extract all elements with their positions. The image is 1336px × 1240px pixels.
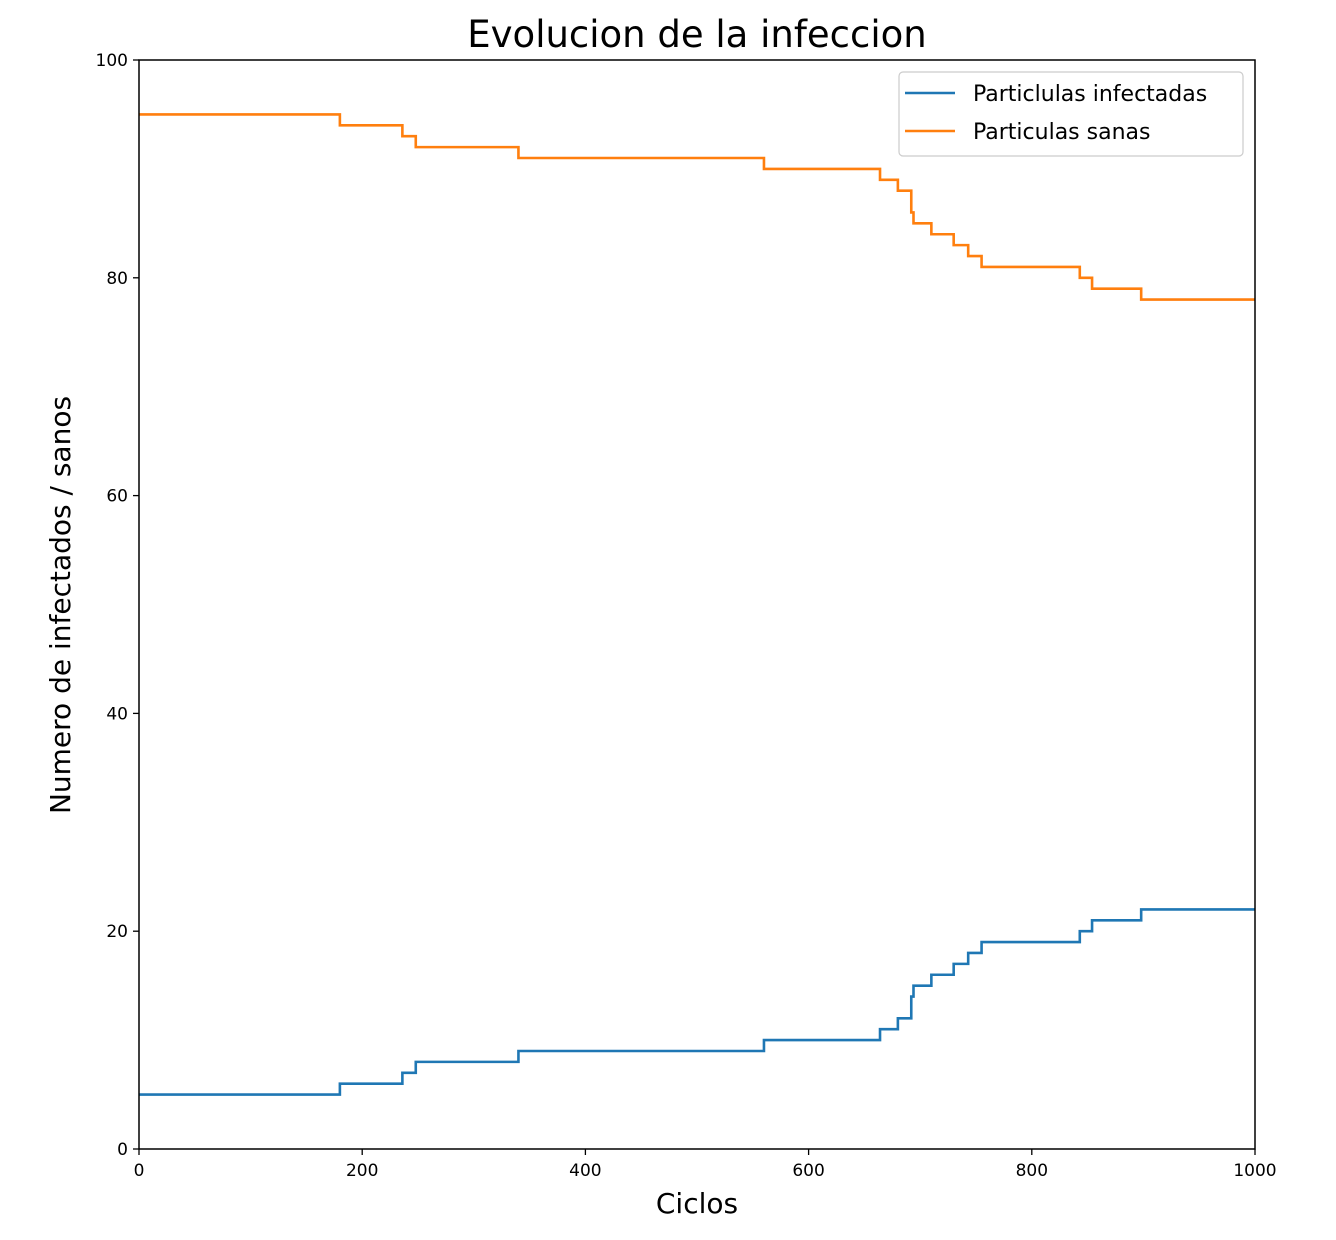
plot-series: [139, 113, 1255, 1096]
chart-title: Evolucion de la infeccion: [467, 13, 926, 56]
x-tick-label: 0: [134, 1161, 145, 1181]
legend-label-2: Particulas sanas: [973, 120, 1150, 145]
x-tick-label: 600: [792, 1161, 824, 1181]
x-tick-label: 800: [1016, 1161, 1048, 1181]
x-tick-label: 400: [569, 1161, 601, 1181]
y-tick-label: 20: [106, 922, 128, 942]
y-tick-label: 0: [117, 1140, 128, 1160]
y-tick-label: 60: [106, 487, 128, 507]
plot-frame: [138, 59, 1256, 1150]
x-tick-label: 1000: [1233, 1161, 1276, 1181]
y-tick-label: 80: [106, 269, 128, 289]
y-tick-label: 100: [96, 51, 128, 71]
x-tick-label: 200: [346, 1161, 378, 1181]
y-axis-ticks: 0 20 40 60 80 100: [96, 51, 139, 1160]
series-line-1: [139, 908, 1255, 1096]
y-axis-label: Numero de infectados / sanos: [44, 396, 77, 814]
y-tick-label: 40: [106, 704, 128, 724]
series-line-2: [139, 113, 1255, 301]
x-axis-ticks: 0 200 400 600 800 1000: [134, 1149, 1277, 1181]
legend-box: [898, 71, 1244, 157]
legend: Particlulas infectadas Particulas sanas: [898, 71, 1244, 157]
x-axis-label: Ciclos: [656, 1187, 738, 1220]
legend-label-1: Particlulas infectadas: [973, 82, 1207, 107]
